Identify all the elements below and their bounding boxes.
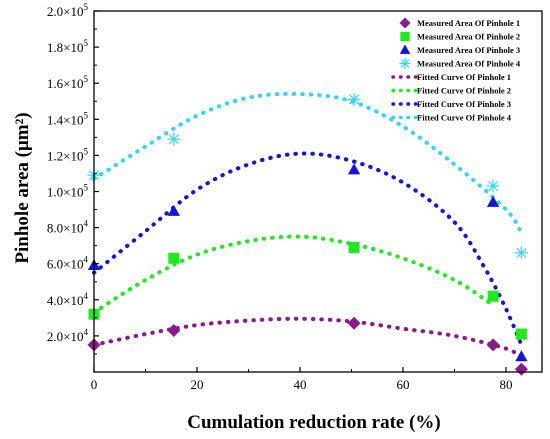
legend-swatch [400, 31, 410, 42]
fitted-curves [92, 91, 524, 360]
data-point-pinhole-3 [167, 204, 180, 216]
y-tick-label: 1.4×105 [47, 110, 89, 127]
legend-item: Measured Area Of Pinhole 3 [399, 44, 520, 55]
y-tick-label: 2.0×105 [47, 2, 89, 19]
legend-label: Fitted Curve Of Pinhole 3 [417, 99, 511, 109]
legend-label: Fitted Curve Of Pinhole 2 [417, 86, 511, 96]
data-point-pinhole-4 [486, 179, 500, 193]
data-point-pinhole-4 [514, 246, 528, 260]
legend-label: Measured Area Of Pinhole 3 [417, 45, 520, 55]
x-tick-label: 40 [293, 377, 306, 392]
y-tick-label: 4.0×104 [47, 291, 89, 308]
y-tick-label: 1.0×105 [47, 183, 89, 200]
y-tick-label: 1.8×105 [47, 38, 89, 55]
y-tick-label: 1.2×105 [47, 146, 89, 163]
x-axis-title: Cumulation reduction rate (%) [187, 412, 441, 433]
data-point-pinhole-1 [347, 316, 361, 330]
x-tick-label: 80 [499, 377, 512, 392]
data-point-pinhole-3 [347, 163, 361, 175]
axes: 0 20 40 60 80 2.0×104 4.0×104 6.0×104 8.0×104 1.0… [47, 2, 543, 392]
legend-item: Fitted Curve Of Pinhole 3 [391, 99, 511, 109]
y-axis-title: Pinhole area (μm²) [12, 112, 33, 263]
data-point-pinhole-1 [514, 362, 528, 376]
legend-swatch [399, 44, 411, 54]
legend-label: Fitted Curve Of Pinhole 4 [417, 113, 512, 123]
y-tick-label: 1.6×105 [47, 74, 89, 91]
legend-item: Measured Area Of Pinhole 4 [399, 58, 521, 69]
fitted-curve-4 [92, 91, 524, 236]
legend-item: Measured Area Of Pinhole 1 [399, 17, 520, 29]
fitted-curve-3 [92, 151, 524, 347]
y-tick-label: 2.0×104 [47, 327, 89, 344]
legend-item: Fitted Curve Of Pinhole 4 [391, 113, 512, 123]
data-point-pinhole-4 [347, 92, 361, 106]
data-point-pinhole-1 [167, 323, 181, 337]
y-tick-label: 6.0×104 [47, 255, 89, 272]
data-point-pinhole-4 [167, 132, 181, 146]
data-point-pinhole-3 [486, 195, 500, 207]
data-point-pinhole-3 [515, 350, 528, 362]
legend-label: Measured Area Of Pinhole 4 [417, 59, 521, 69]
fitted-curve-1 [92, 316, 524, 360]
data-point-pinhole-2 [168, 252, 180, 264]
fitted-curve-2 [92, 234, 493, 315]
legend-item: Measured Area Of Pinhole 2 [400, 32, 520, 42]
data-point-pinhole-2 [487, 290, 499, 302]
x-tick-label: 0 [91, 377, 98, 392]
legend-label: Measured Area Of Pinhole 2 [417, 32, 520, 42]
y-tick-label: 8.0×104 [47, 219, 89, 236]
data-point-pinhole-2 [348, 241, 360, 253]
legend-label: Fitted Curve Of Pinhole 1 [417, 72, 511, 82]
legend: Measured Area Of Pinhole 1 Measured Area … [391, 17, 521, 123]
data-point-pinhole-1 [486, 338, 500, 352]
x-tick-label: 20 [190, 377, 203, 392]
x-tick-label: 60 [396, 377, 409, 392]
data-point-pinhole-2 [515, 328, 527, 340]
legend-item: Fitted Curve Of Pinhole 1 [391, 72, 511, 82]
measured-points [87, 92, 528, 376]
legend-swatch [399, 17, 411, 29]
legend-item: Fitted Curve Of Pinhole 2 [391, 86, 511, 96]
legend-label: Measured Area Of Pinhole 1 [417, 18, 520, 28]
legend-swatch [399, 58, 411, 69]
